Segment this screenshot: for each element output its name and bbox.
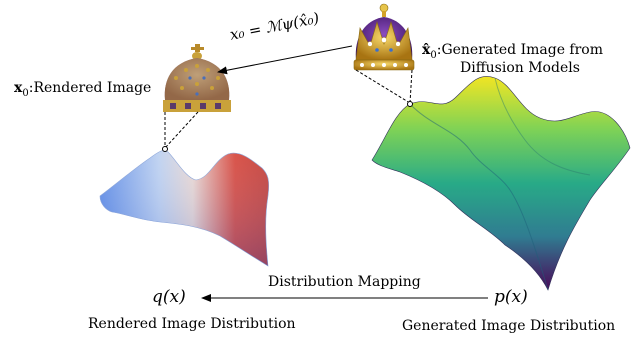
rendered-distribution-surface (99, 150, 270, 267)
p-x-label: p(x) (494, 287, 528, 307)
rendered-projection-lines (164, 111, 199, 149)
mapping-arrow (217, 45, 353, 75)
generated-image-text-line2: Diffusion Models (460, 60, 580, 76)
generated-image-subscript: 0 (430, 49, 437, 61)
generated-image-label: x̂0:Generated Image from (422, 42, 603, 61)
rendered-image-text: :Rendered Image (28, 80, 152, 96)
rendered-sample-point (162, 146, 168, 152)
rendered-image-subscript: 0 (22, 87, 29, 99)
rendered-image-label: x0:Rendered Image (14, 80, 151, 99)
q-x-label: q(x) (152, 287, 186, 307)
crown-rendered-icon (163, 44, 231, 112)
rendered-distribution-label: Rendered Image Distribution (88, 316, 296, 332)
generated-distribution-surface (371, 76, 631, 291)
generated-image-symbol: x̂ (422, 42, 431, 58)
generated-projection-lines (355, 69, 413, 104)
distribution-mapping-label: Distribution Mapping (268, 274, 421, 290)
generated-sample-point (407, 101, 413, 107)
crown-generated-icon (353, 3, 415, 71)
rendered-image-symbol: x (14, 80, 23, 96)
generated-image-text-line1: :Generated Image from (436, 42, 604, 58)
generated-distribution-label: Generated Image Distribution (402, 318, 616, 334)
